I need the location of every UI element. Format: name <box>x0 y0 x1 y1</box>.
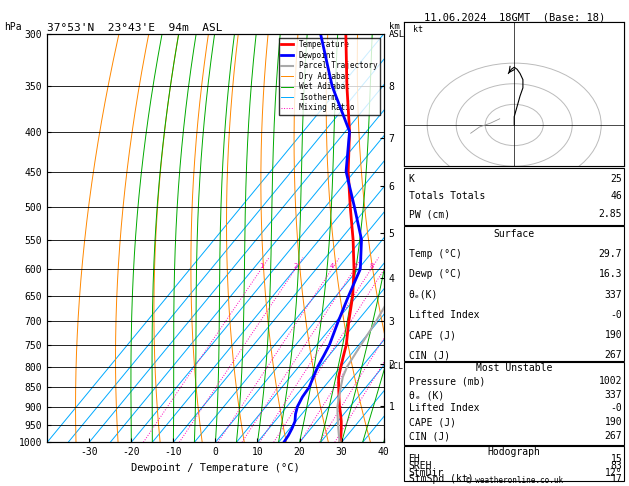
Text: -0: -0 <box>610 310 622 320</box>
Text: Temp (°C): Temp (°C) <box>409 249 462 259</box>
Text: Surface: Surface <box>494 229 535 239</box>
X-axis label: Dewpoint / Temperature (°C): Dewpoint / Temperature (°C) <box>131 463 300 473</box>
Text: 83: 83 <box>610 461 622 471</box>
Text: 4: 4 <box>330 263 334 269</box>
Text: 6: 6 <box>352 263 357 269</box>
Text: 337: 337 <box>604 290 622 300</box>
Text: 2.85: 2.85 <box>599 209 622 219</box>
Text: SREH: SREH <box>409 461 432 471</box>
Text: 8: 8 <box>369 263 373 269</box>
Text: 1: 1 <box>259 263 264 269</box>
Text: hPa: hPa <box>4 22 22 32</box>
Bar <box>404 446 625 481</box>
Text: Lifted Index: Lifted Index <box>409 403 479 413</box>
Text: CAPE (J): CAPE (J) <box>409 330 455 340</box>
Text: CIN (J): CIN (J) <box>409 350 450 360</box>
Text: PW (cm): PW (cm) <box>409 209 450 219</box>
Bar <box>404 168 625 225</box>
Text: km
ASL: km ASL <box>389 22 405 39</box>
Text: 12°: 12° <box>604 468 622 478</box>
Text: Pressure (mb): Pressure (mb) <box>409 376 485 386</box>
Text: CAPE (J): CAPE (J) <box>409 417 455 427</box>
Text: CIN (J): CIN (J) <box>409 432 450 441</box>
Text: 37°53'N  23°43'E  94m  ASL: 37°53'N 23°43'E 94m ASL <box>47 23 223 33</box>
Text: K: K <box>409 174 415 184</box>
Text: -0: -0 <box>610 403 622 413</box>
Text: LCL: LCL <box>388 362 403 371</box>
Text: StmDir: StmDir <box>409 468 444 478</box>
Text: StmSpd (kt): StmSpd (kt) <box>409 474 473 485</box>
Bar <box>404 226 625 361</box>
Text: 25: 25 <box>610 174 622 184</box>
Text: Lifted Index: Lifted Index <box>409 310 479 320</box>
Text: Totals Totals: Totals Totals <box>409 191 485 201</box>
Bar <box>404 362 625 445</box>
Text: © weatheronline.co.uk: © weatheronline.co.uk <box>465 475 563 485</box>
Bar <box>404 22 625 166</box>
Text: 29.7: 29.7 <box>599 249 622 259</box>
Text: θₑ (K): θₑ (K) <box>409 390 444 400</box>
Text: 15: 15 <box>610 454 622 465</box>
Legend: Temperature, Dewpoint, Parcel Trajectory, Dry Adiabat, Wet Adiabat, Isotherm, Mi: Temperature, Dewpoint, Parcel Trajectory… <box>279 38 380 115</box>
Text: 17: 17 <box>610 474 622 485</box>
Text: 190: 190 <box>604 417 622 427</box>
Text: Hodograph: Hodograph <box>487 448 541 457</box>
Text: θₑ(K): θₑ(K) <box>409 290 438 300</box>
Text: kt: kt <box>413 25 423 34</box>
Text: 46: 46 <box>610 191 622 201</box>
Text: 1002: 1002 <box>599 376 622 386</box>
Text: Most Unstable: Most Unstable <box>476 363 552 373</box>
Text: 2: 2 <box>293 263 298 269</box>
Text: 267: 267 <box>604 350 622 360</box>
Text: 16.3: 16.3 <box>599 269 622 279</box>
Text: Dewp (°C): Dewp (°C) <box>409 269 462 279</box>
Text: 337: 337 <box>604 390 622 400</box>
Text: EH: EH <box>409 454 420 465</box>
Text: 267: 267 <box>604 432 622 441</box>
Text: 190: 190 <box>604 330 622 340</box>
Text: 11.06.2024  18GMT  (Base: 18): 11.06.2024 18GMT (Base: 18) <box>423 12 605 22</box>
